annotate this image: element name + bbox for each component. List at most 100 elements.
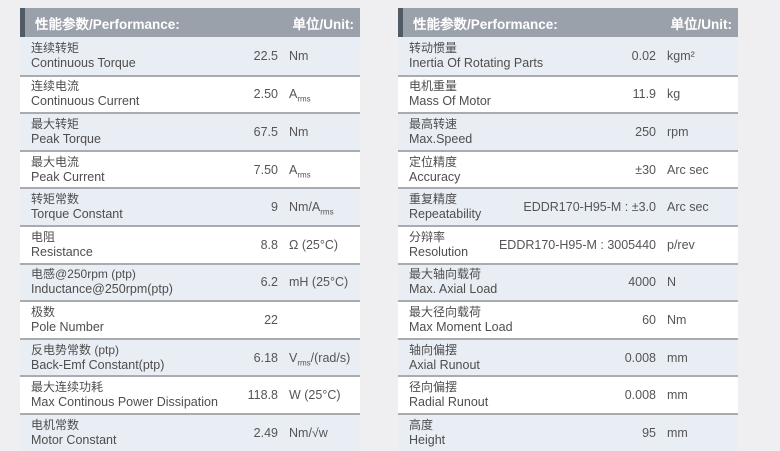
param-value: EDDR170-H95-M : 3005440 xyxy=(498,237,656,252)
header-unit-label: 单位/Unit: xyxy=(670,16,733,32)
spec-row: 反电势常数 (ptp) Back-Emf Constant(ptp) 6.18 Vrm… xyxy=(20,337,360,376)
param-unit: Ω (25°C) xyxy=(289,237,339,252)
param-label-zh: 最高转速 xyxy=(409,116,458,131)
spec-row: 极数 Pole Number 22 xyxy=(20,300,360,338)
param-label: 径向偏摆 Radial Runout xyxy=(409,380,614,410)
param-label-zh: 电机常数 xyxy=(31,417,80,432)
param-label: 最大转矩 Peak Torque xyxy=(31,117,243,147)
param-label-en: Mass Of Motor xyxy=(409,94,491,109)
param-label: 电机常数 Motor Constant xyxy=(31,418,243,448)
param-value: 60 xyxy=(642,312,656,327)
spec-row: 最大连续功耗 Max Continous Power Dissipation 118… xyxy=(20,375,360,413)
param-value: 9 xyxy=(271,200,278,215)
param-unit: W (25°C) xyxy=(289,388,341,403)
param-value: 2.50 xyxy=(253,87,278,102)
param-label-en: Motor Constant xyxy=(31,432,117,447)
spec-row: 电机重量 Mass Of Motor 11.9 kg xyxy=(398,74,738,113)
param-label-zh: 最大连续功耗 xyxy=(31,380,104,395)
param-label-zh: 电机重量 xyxy=(409,79,458,94)
spec-row: 最大径向载荷 Max Moment Load 60 Nm xyxy=(398,300,738,338)
spec-row: 电阻 Resistance 8.8 Ω (25°C) xyxy=(20,224,360,263)
param-label-zh: 最大电流 xyxy=(31,154,80,169)
param-label-en: Max Moment Load xyxy=(409,319,513,334)
param-label: 高度 Height xyxy=(409,418,631,448)
param-value: 22.5 xyxy=(253,48,278,63)
param-label-zh: 转动惯量 xyxy=(409,40,458,55)
spec-row: 重复精度 Repeatability EDDR170-H95-M : ±3.0 Arc… xyxy=(398,187,738,225)
param-label: 电机重量 Mass Of Motor xyxy=(409,79,622,109)
spec-row: 最高转速 Max.Speed 250 rpm xyxy=(398,112,738,150)
table-header: 性能参数/Performance: 单位/Unit: xyxy=(398,8,738,37)
param-label: 最大轴向载荷 Max. Axial Load xyxy=(409,267,617,297)
param-label-zh: 极数 xyxy=(31,304,56,319)
param-unit: p/rev xyxy=(667,237,695,252)
param-value: 0.008 xyxy=(624,388,656,403)
param-value: 95 xyxy=(642,425,656,440)
param-label-zh: 连续电流 xyxy=(31,79,80,94)
param-value: 0.02 xyxy=(631,48,656,63)
param-label: 连续电流 Continuous Current xyxy=(31,79,243,109)
param-unit: mm xyxy=(667,350,688,365)
param-label-zh: 反电势常数 (ptp) xyxy=(31,342,120,357)
param-value: 2.49 xyxy=(253,425,278,440)
param-label-en: Radial Runout xyxy=(409,395,489,410)
spec-row: 连续电流 Continuous Current 2.50 Arms xyxy=(20,74,360,113)
spec-row: 轴向偏摆 Axial Runout 0.008 mm xyxy=(398,337,738,376)
param-label: 最大径向载荷 Max Moment Load xyxy=(409,305,631,335)
param-unit: mH (25°C) xyxy=(289,275,349,290)
param-unit: Arc sec xyxy=(667,200,709,215)
param-value: 22 xyxy=(264,312,278,327)
param-label-zh: 径向偏摆 xyxy=(409,380,458,395)
param-label-en: Axial Runout xyxy=(409,357,480,372)
param-unit: Nm xyxy=(289,48,309,63)
param-label: 重复精度 Repeatability xyxy=(409,192,512,222)
param-label-en: Resistance xyxy=(31,244,93,259)
param-value: 118.8 xyxy=(247,388,278,403)
param-value: ±30 xyxy=(635,162,656,177)
spec-row: 转动惯量 Inertia Of Rotating Parts 0.02 kgm² xyxy=(398,37,738,75)
param-label-en: Torque Constant xyxy=(31,207,123,222)
param-label-zh: 最大轴向载荷 xyxy=(409,267,482,282)
param-label-zh: 最大径向载荷 xyxy=(409,304,482,319)
param-unit: mm xyxy=(667,388,688,403)
header-title: 性能参数/Performance: xyxy=(35,16,180,32)
param-unit: Arms xyxy=(289,87,311,104)
param-label-en: Peak Current xyxy=(31,169,105,184)
spec-row: 径向偏摆 Radial Runout 0.008 mm xyxy=(398,375,738,413)
param-label: 反电势常数 (ptp) Back-Emf Constant(ptp) xyxy=(31,343,243,373)
param-label: 分辩率 Resolution xyxy=(409,230,488,260)
param-label: 电感@250rpm (ptp) Inductance@250rpm(ptp) xyxy=(31,267,250,297)
param-label-en: Peak Torque xyxy=(31,131,101,146)
performance-table-right: 性能参数/Performance: 单位/Unit: 转动惯量 Inertia O… xyxy=(398,8,738,451)
spec-row: 分辩率 Resolution EDDR170-H95-M : 3005440 p/re… xyxy=(398,224,738,263)
param-unit: mm xyxy=(667,425,688,440)
table-rows: 连续转矩 Continuous Torque 22.5 Nm 连续电流 Continuou… xyxy=(20,37,360,451)
param-label: 电阻 Resistance xyxy=(31,230,250,260)
param-label-en: Pole Number xyxy=(31,319,104,334)
param-value: 6.2 xyxy=(260,275,278,290)
param-label-zh: 轴向偏摆 xyxy=(409,342,458,357)
param-label-en: Repeatability xyxy=(409,207,482,222)
param-label: 转矩常数 Torque Constant xyxy=(31,192,260,222)
param-label: 最大连续功耗 Max Continous Power Dissipation xyxy=(31,380,237,410)
param-label: 极数 Pole Number xyxy=(31,305,253,335)
param-label-en: Continuous Torque xyxy=(31,55,136,70)
performance-table-left: 性能参数/Performance: 单位/Unit: 连续转矩 Continuou… xyxy=(20,8,360,451)
spec-row: 最大电流 Peak Current 7.50 Arms xyxy=(20,149,360,188)
param-unit: kgm² xyxy=(667,48,695,63)
param-unit: Arms xyxy=(289,162,311,180)
param-label-en: Inductance@250rpm(ptp) xyxy=(31,282,173,297)
param-value: 11.9 xyxy=(632,87,656,102)
param-label: 连续转矩 Continuous Torque xyxy=(31,41,243,71)
param-unit: Nm/Arms xyxy=(289,200,334,217)
param-label-zh: 连续转矩 xyxy=(31,40,80,55)
header-unit-label: 单位/Unit: xyxy=(292,16,355,32)
param-label: 转动惯量 Inertia Of Rotating Parts xyxy=(409,41,621,71)
param-label-en: Max.Speed xyxy=(409,131,473,146)
spec-row: 转矩常数 Torque Constant 9 Nm/Arms xyxy=(20,187,360,225)
param-label-en: Continuous Current xyxy=(31,94,140,109)
param-label-zh: 转矩常数 xyxy=(31,192,80,207)
spec-row: 连续转矩 Continuous Torque 22.5 Nm xyxy=(20,37,360,75)
param-value: 250 xyxy=(635,124,656,139)
